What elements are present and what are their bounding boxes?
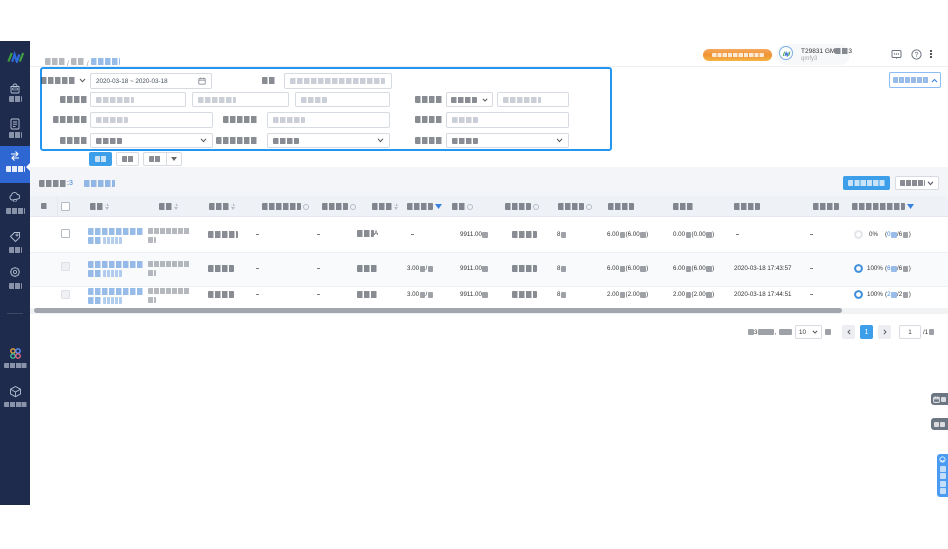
- svg-text:?: ?: [915, 52, 919, 59]
